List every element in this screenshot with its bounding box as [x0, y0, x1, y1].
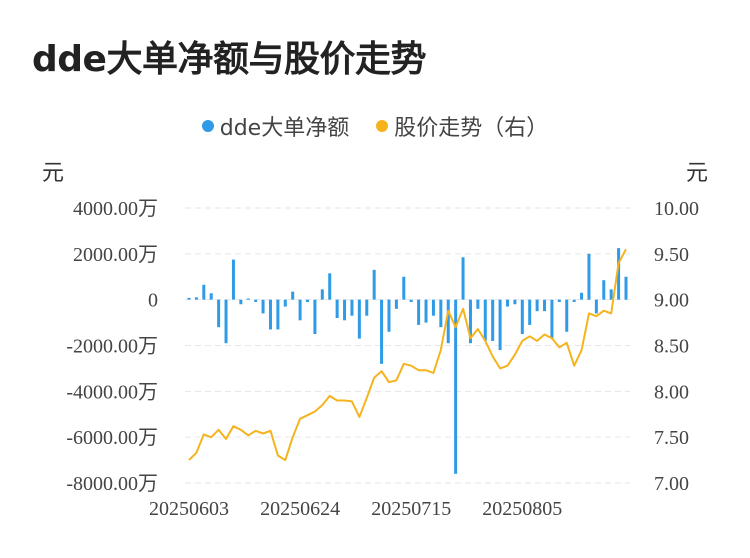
right-tick-label: 8.00 — [654, 381, 689, 403]
bar-dde — [276, 299, 280, 330]
left-tick-label: 0 — [148, 290, 158, 312]
bar-dde — [343, 299, 347, 321]
chart-title: dde大单净额与股价走势 — [32, 39, 426, 80]
bar-dde — [409, 299, 413, 302]
bar-dde — [306, 299, 310, 302]
bar-dde — [402, 276, 406, 300]
bar-dde — [261, 299, 265, 314]
legend-label-dde: dde大单净额 — [219, 116, 350, 141]
bar-dde — [372, 269, 376, 300]
bar-dde — [417, 299, 421, 325]
left-tick-label: -8000.00万 — [66, 473, 158, 495]
bar-dde — [268, 299, 272, 330]
left-tick-label: 4000.00万 — [73, 198, 158, 220]
bar-dde — [609, 289, 613, 300]
bar-dde — [350, 299, 354, 316]
right-tick-label: 7.00 — [654, 473, 689, 495]
legend-item-price[interactable]: 股价走势（右） — [376, 110, 548, 142]
bar-dde — [587, 253, 591, 300]
x-tick-label: 20250715 — [371, 498, 451, 520]
bar-dde — [505, 299, 509, 307]
left-axis-unit: 元 — [42, 161, 65, 186]
legend-label-price: 股价走势（右） — [394, 116, 549, 141]
bar-dde — [335, 299, 339, 318]
line-price — [188, 248, 627, 462]
bar-dde — [187, 297, 191, 300]
bar-dde — [483, 299, 487, 341]
left-tick-label: -2000.00万 — [66, 336, 158, 358]
bar-dde — [291, 291, 295, 300]
legend: dde大单净额 股价走势（右） — [0, 110, 750, 142]
bar-dde — [424, 299, 428, 323]
x-tick-label: 20250624 — [260, 498, 340, 520]
bar-dde — [491, 299, 495, 341]
bar-dde — [461, 257, 465, 300]
bar-dde — [194, 297, 198, 300]
bar-dde — [224, 299, 228, 344]
bar-dde — [239, 299, 243, 305]
bar-dde — [298, 299, 302, 321]
legend-dot-dde — [201, 120, 214, 132]
bar-dde — [580, 292, 584, 300]
bar-dde — [209, 293, 213, 300]
left-tick-label: -6000.00万 — [66, 427, 158, 449]
bar-dde — [380, 299, 384, 364]
x-tick-label: 20250805 — [482, 498, 562, 520]
bar-dde — [498, 299, 502, 351]
bar-dde — [431, 299, 435, 316]
bar-dde — [320, 289, 324, 300]
bar-dde — [313, 299, 317, 335]
bar-dde — [520, 299, 524, 335]
right-tick-label: 7.50 — [654, 427, 689, 449]
bar-dde — [513, 299, 517, 305]
bar-dde — [454, 299, 458, 474]
bar-dde — [468, 299, 472, 344]
bar-dde — [365, 299, 369, 316]
bar-dde — [202, 284, 206, 300]
bar-dde — [550, 299, 554, 339]
bar-dde — [476, 299, 480, 309]
left-tick-label: 2000.00万 — [73, 244, 158, 266]
right-tick-label: 10.00 — [654, 198, 699, 220]
bar-dde — [254, 299, 258, 302]
x-tick-label: 20250603 — [149, 498, 229, 520]
bar-dde — [394, 299, 398, 309]
bar-dde — [357, 299, 361, 339]
legend-item-dde[interactable]: dde大单净额 — [201, 110, 350, 142]
bar-dde — [246, 298, 250, 300]
right-tick-label: 9.00 — [654, 290, 689, 312]
bar-dde — [231, 259, 235, 300]
bar-dde — [217, 299, 221, 328]
legend-dot-price — [376, 120, 389, 132]
bar-dde — [528, 299, 532, 325]
bar-dde — [543, 299, 547, 312]
bar-dde — [439, 299, 443, 328]
right-tick-label: 8.50 — [654, 336, 689, 358]
right-axis-unit: 元 — [686, 161, 709, 186]
bar-dde — [565, 299, 569, 332]
bar-dde — [328, 273, 332, 300]
bar-dde — [446, 299, 450, 344]
bar-dde — [624, 276, 628, 300]
bar-dde — [557, 299, 561, 302]
bar-dde — [594, 299, 598, 314]
left-tick-label: -4000.00万 — [66, 381, 158, 403]
bar-dde — [602, 280, 606, 300]
right-tick-label: 9.50 — [654, 244, 689, 266]
bar-dde — [283, 299, 287, 307]
bar-dde — [535, 299, 539, 312]
bar-dde — [617, 248, 621, 300]
bar-dde — [572, 299, 576, 302]
bar-dde — [387, 299, 391, 332]
